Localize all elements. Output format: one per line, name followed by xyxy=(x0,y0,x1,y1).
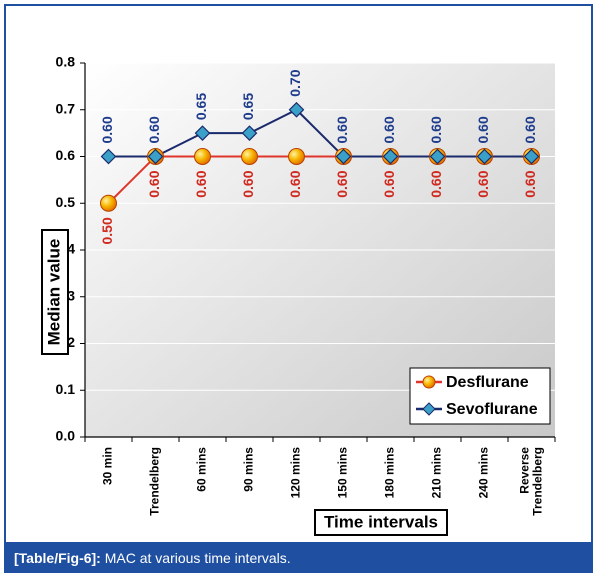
data-label-desflurane: 0.60 xyxy=(475,170,491,197)
x-tick-label: 240 mins xyxy=(477,447,491,499)
y-tick-label: 0.5 xyxy=(56,194,76,210)
data-label-sevoflurane: 0.65 xyxy=(193,93,209,120)
x-axis-title: Time intervals xyxy=(314,509,448,536)
data-label-desflurane: 0.60 xyxy=(522,170,538,197)
data-label-desflurane: 0.60 xyxy=(240,170,256,197)
data-labels: 0.50 0.60 0.60 0.60 0.60 0.60 0.60 0.60 0.60 0.60… xyxy=(99,69,538,244)
data-label-sevoflurane: 0.60 xyxy=(475,116,491,143)
point-sevoflurane xyxy=(288,101,305,118)
y-tick-label: 0.8 xyxy=(56,54,76,70)
point-sevoflurane xyxy=(429,148,446,165)
point-desflurane xyxy=(288,148,305,165)
data-label-sevoflurane: 0.60 xyxy=(381,116,397,143)
series-group xyxy=(100,101,540,212)
y-tick-label: 0.0 xyxy=(56,428,76,444)
x-tick-label: 90 mins xyxy=(242,447,256,492)
x-tick-label: 30 min xyxy=(101,447,115,485)
x-tick-label-line: Trendelberg xyxy=(531,447,545,516)
caption-text: MAC at various time intervals. xyxy=(100,550,291,566)
y-tick-label: 0.7 xyxy=(56,100,76,116)
x-tick-label: 150 mins xyxy=(336,447,350,499)
point-desflurane xyxy=(241,148,258,165)
data-label-sevoflurane: 0.60 xyxy=(428,116,444,143)
x-tick-label: 60 mins xyxy=(195,447,209,492)
x-tick-label: 210 mins xyxy=(430,447,444,499)
data-label-sevoflurane: 0.60 xyxy=(334,116,350,143)
x-tick-label-line: Reverse xyxy=(518,447,532,494)
legend-entry-sevoflurane: Sevoflurane xyxy=(416,401,538,418)
data-label-desflurane: 0.60 xyxy=(146,170,162,197)
point-desflurane xyxy=(100,194,117,212)
line-chart: 0.00.10.20.30.40.50.60.70.8 30 minTrende… xyxy=(41,54,556,536)
y-axis-title: Median value xyxy=(41,229,69,355)
x-tick-label: Trendelberg xyxy=(148,447,162,516)
data-label-sevoflurane: 0.60 xyxy=(146,116,162,143)
data-label-desflurane: 0.60 xyxy=(193,170,209,197)
data-label-desflurane: 0.60 xyxy=(381,170,397,197)
data-label-sevoflurane: 0.70 xyxy=(287,69,303,96)
legend-marker-diamond xyxy=(422,402,436,416)
point-sevoflurane xyxy=(147,148,164,165)
x-axis: 30 min Trendelberg 60 mins 90 mins 120 mins 1… xyxy=(84,436,556,516)
legend: Desflurane Sevoflurane xyxy=(409,367,551,425)
point-sevoflurane xyxy=(335,148,352,165)
y-axis-label: Median value xyxy=(44,239,63,346)
legend-entry-desflurane: Desflurane xyxy=(416,374,529,391)
x-axis-label: Time intervals xyxy=(324,512,438,531)
data-label-desflurane: 0.60 xyxy=(334,170,350,197)
point-sevoflurane xyxy=(523,148,540,165)
point-desflurane xyxy=(194,148,211,165)
data-label-sevoflurane: 0.65 xyxy=(240,93,256,120)
x-tick-label: 180 mins xyxy=(383,447,397,499)
data-label-desflurane: 0.60 xyxy=(428,170,444,197)
series-line-sevoflurane xyxy=(108,108,532,158)
legend-label-desflurane: Desflurane xyxy=(446,374,529,391)
point-sevoflurane xyxy=(100,148,117,165)
point-sevoflurane xyxy=(382,148,399,165)
data-label-desflurane: 0.50 xyxy=(99,217,115,244)
figure-caption: [Table/Fig-6]: MAC at various time inter… xyxy=(4,544,593,573)
point-sevoflurane xyxy=(241,125,258,141)
legend-label-sevoflurane: Sevoflurane xyxy=(446,401,538,418)
data-label-desflurane: 0.60 xyxy=(287,170,303,197)
y-tick-label: 0.6 xyxy=(56,147,76,163)
caption-label: [Table/Fig-6]: xyxy=(14,550,101,566)
point-sevoflurane xyxy=(194,125,211,141)
x-tick-label: ReverseTrendelberg xyxy=(518,447,545,516)
legend-marker-circle xyxy=(422,375,436,389)
data-label-sevoflurane: 0.60 xyxy=(99,116,115,143)
x-tick-label: 120 mins xyxy=(289,447,303,499)
point-sevoflurane xyxy=(476,148,493,165)
y-tick-label: 0.1 xyxy=(56,381,76,397)
data-label-sevoflurane: 0.60 xyxy=(522,116,538,143)
